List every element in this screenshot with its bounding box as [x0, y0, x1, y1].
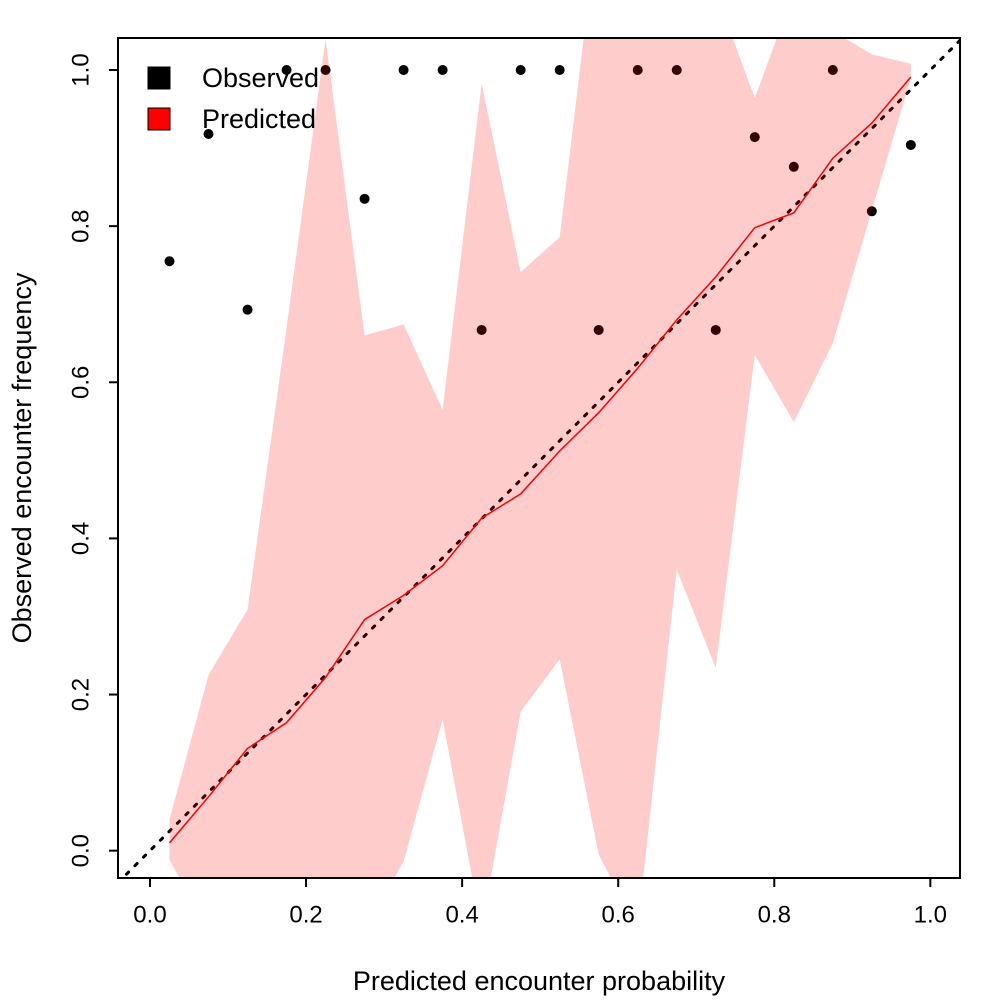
observed-point	[593, 324, 604, 335]
y-tick-label: 0.4	[67, 522, 94, 555]
observed-point	[749, 132, 760, 143]
observed-point	[476, 324, 487, 335]
x-tick-label: 0.2	[289, 901, 322, 928]
observed-point	[281, 65, 292, 76]
x-tick-label: 1.0	[914, 901, 947, 928]
plot-area	[120, 38, 960, 878]
observed-point	[437, 65, 448, 76]
x-tick-label: 0.0	[133, 901, 166, 928]
observed-point	[242, 304, 253, 315]
observed-point	[554, 65, 565, 76]
y-tick-label: 0.8	[67, 209, 94, 242]
observed-point	[632, 65, 643, 76]
y-axis-title: Observed encounter frequency	[7, 272, 37, 643]
legend-swatch	[147, 66, 171, 90]
y-tick-label: 0.0	[67, 834, 94, 867]
y-tick-label: 0.6	[67, 366, 94, 399]
legend-swatch	[147, 107, 171, 131]
observed-point	[203, 129, 214, 140]
x-tick-label: 0.6	[602, 901, 635, 928]
x-tick-label: 0.4	[445, 901, 478, 928]
observed-point	[710, 324, 721, 335]
observed-point	[164, 256, 175, 267]
x-tick-label: 0.8	[758, 901, 791, 928]
legend-label: Observed	[202, 63, 319, 93]
observed-point	[515, 65, 526, 76]
observed-point	[788, 161, 799, 172]
observed-point	[827, 65, 838, 76]
observed-point	[359, 193, 370, 204]
y-tick-label: 1.0	[67, 53, 94, 86]
plot-frame	[117, 37, 961, 879]
observed-point	[905, 139, 916, 150]
legend-label: Predicted	[202, 104, 316, 134]
observed-point	[320, 65, 331, 76]
prediction-band	[169, 38, 911, 878]
y-tick-label: 0.2	[67, 678, 94, 711]
observed-point	[398, 65, 409, 76]
observed-point	[671, 65, 682, 76]
predicted-line	[168, 76, 912, 844]
x-axis-title: Predicted encounter probability	[353, 966, 726, 996]
observed-point	[866, 206, 877, 217]
